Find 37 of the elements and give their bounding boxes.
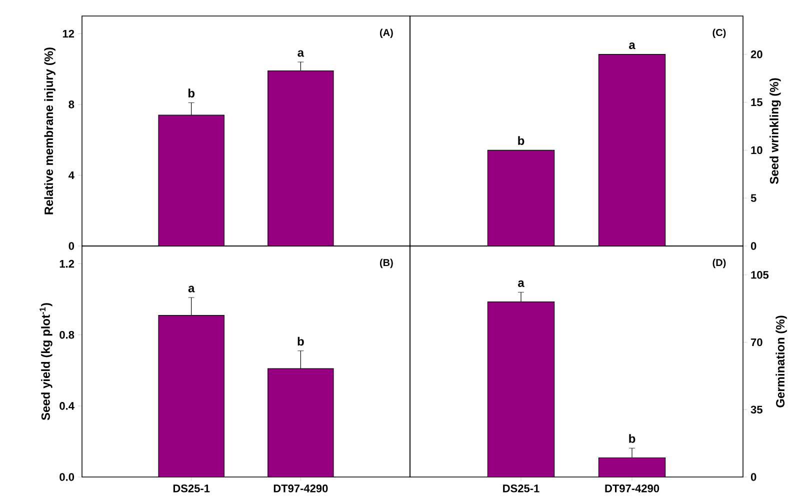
y-tick-label: 0 — [68, 242, 74, 250]
y-axis-title: Germination (%) — [776, 316, 787, 408]
text: (D) — [712, 258, 726, 268]
y-tick-label: 20 — [750, 50, 762, 58]
y-tick-label: 35 — [750, 406, 762, 414]
annotation: b — [188, 88, 195, 98]
y-axis-title: Seed wrinkling (%) — [770, 78, 781, 184]
x-tick-label: DT97-4290 — [274, 484, 328, 492]
y-tick-label: 12 — [62, 30, 74, 38]
text: (C) — [712, 28, 726, 38]
y-tick-label: 1.2 — [60, 260, 74, 268]
annotation: a — [298, 50, 304, 57]
y-tick-label: 4 — [68, 171, 74, 180]
annotation: b — [298, 336, 304, 346]
y-tick-label: 5 — [750, 194, 756, 202]
annotation: b — [629, 434, 636, 443]
y-tick-label: 0 — [750, 242, 756, 250]
annotation: a — [629, 42, 636, 50]
y-tick-label: 0.8 — [60, 330, 74, 339]
y-tick-label: 70 — [750, 338, 762, 346]
text: (B) — [380, 258, 393, 268]
annotation: b — [518, 136, 524, 145]
annotation: a — [518, 280, 524, 288]
y-axis-title: Relative membrane injury (%) — [44, 48, 56, 214]
y-tick-label: 15 — [751, 98, 762, 106]
x-tick-label: DT97-4290 — [605, 484, 660, 492]
x-tick-label: DS25-1 — [173, 484, 210, 492]
text: (A) — [380, 28, 393, 38]
y-axis-title: Seed yield (kg plot$^{-1}$) — [40, 303, 52, 420]
y-tick-label: 10 — [751, 146, 762, 154]
annotation: a — [188, 286, 195, 292]
y-tick-label: 0.4 — [60, 402, 74, 410]
y-tick-label: 8 — [68, 100, 74, 108]
y-tick-label: 105 — [751, 270, 769, 279]
x-tick-label: DS25-1 — [503, 484, 540, 492]
y-tick-label: 0 — [750, 473, 756, 481]
y-tick-label: 0.0 — [60, 473, 74, 481]
